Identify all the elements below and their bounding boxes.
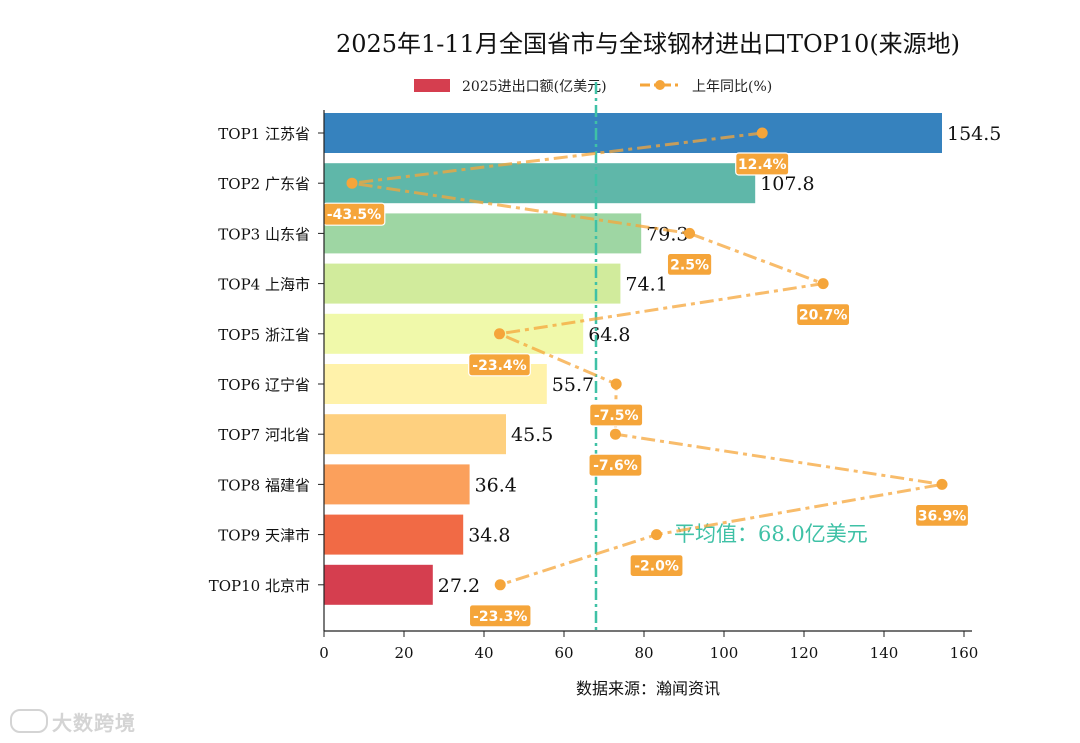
y-tick-label-10: TOP10 北京市	[209, 577, 310, 595]
x-tick-label-8: 140	[870, 644, 899, 662]
yoy-label-box-10	[468, 604, 532, 628]
bar-10	[324, 564, 433, 605]
bar-value-label-7: 45.5	[511, 424, 553, 446]
y-tick-label-5: TOP5 浙江省	[218, 326, 310, 344]
x-tick-label-1: 0	[319, 644, 329, 662]
y-tick-label-7: TOP7 河北省	[218, 426, 310, 444]
yoy-point-10	[494, 579, 506, 591]
yoy-label-7: -7.6%	[593, 458, 638, 474]
x-tick-label-5: 80	[634, 644, 653, 662]
yoy-label-box-6	[589, 403, 644, 427]
yoy-point-3	[684, 227, 696, 239]
yoy-line-group: 12.4% -43.5% 2.5% 20.7% -23.4% -7.5% -7.6% 36.9…	[322, 127, 970, 628]
yoy-label-1: 12.4%	[738, 157, 787, 173]
bar-value-label-5: 64.8	[588, 324, 630, 346]
bar-2	[324, 163, 756, 204]
bar-value-label-10: 27.2	[438, 575, 480, 597]
legend-bar-label: 2025进出口额(亿美元)	[462, 79, 607, 95]
x-tick-label-2: 20	[394, 644, 413, 662]
axes-group: 0 20 40 60 80 100 120 140 160	[319, 110, 978, 662]
y-tick-label-9: TOP9 天津市	[218, 527, 310, 545]
x-tick-label-7: 120	[790, 644, 819, 662]
bar-8	[324, 464, 470, 505]
average-label: 平均值：68.0亿美元	[674, 522, 868, 546]
yoy-label-box-9	[629, 553, 684, 578]
bar-value-label-2: 107.8	[760, 173, 814, 195]
y-tick-label-6: TOP6 辽宁省	[218, 376, 310, 394]
yoy-label-3: 2.5%	[670, 257, 709, 273]
yoy-point-4	[817, 278, 829, 290]
bar-value-label-4: 74.1	[625, 274, 667, 296]
watermark-logo-icon	[10, 709, 48, 733]
yoy-label-10: -23.3%	[473, 609, 527, 625]
bars-group: 154.5 TOP1 江苏省 107.8 TOP2 广东省 79.3 TOP3 山东省 74…	[209, 113, 1001, 605]
bar-9	[324, 514, 464, 555]
x-axis-label: 数据来源：瀚闻资讯	[576, 679, 720, 698]
bar-1	[324, 113, 942, 153]
legend-line-marker	[655, 80, 665, 90]
yoy-label-6: -7.5%	[594, 408, 639, 424]
watermark: 大数跨境	[10, 707, 136, 736]
bar-value-label-6: 55.7	[552, 374, 594, 396]
yoy-point-7	[609, 428, 621, 440]
bar-5	[324, 313, 584, 354]
bar-value-label-8: 36.4	[475, 474, 517, 496]
yoy-point-2	[346, 177, 358, 189]
bar-7	[324, 414, 506, 455]
legend: 2025进出口额(亿美元) 上年同比(%)	[414, 79, 772, 95]
yoy-label-box-5	[468, 353, 531, 377]
yoy-point-5	[494, 328, 505, 340]
yoy-point-8	[936, 478, 948, 490]
yoy-label-4: 20.7%	[799, 308, 848, 324]
legend-bar-swatch	[414, 79, 450, 92]
x-tick-label-4: 60	[554, 644, 573, 662]
yoy-label-box-4	[796, 303, 851, 327]
legend-line-label: 上年同比(%)	[692, 79, 772, 95]
y-tick-label-3: TOP3 山东省	[218, 225, 310, 243]
y-tick-label-4: TOP4 上海市	[218, 276, 310, 294]
chart-title: 2025年1-11月全国省市与全球钢材进出口TOP10(来源地)	[336, 30, 960, 58]
y-tick-label-2: TOP2 广东省	[218, 175, 310, 193]
yoy-label-5: -23.4%	[472, 358, 526, 374]
yoy-point-9	[651, 529, 663, 541]
yoy-label-box-1	[735, 152, 790, 176]
bar-value-label-3: 79.3	[646, 223, 688, 245]
y-tick-label-8: TOP8 福建省	[218, 476, 310, 494]
yoy-label-box-3	[666, 252, 713, 276]
yoy-label-box-7	[588, 453, 643, 477]
y-tick-label-1: TOP1 江苏省	[218, 125, 310, 143]
bar-4	[324, 263, 621, 304]
yoy-point-1	[756, 127, 768, 139]
yoy-line	[351, 131, 943, 587]
yoy-label-9: -2.0%	[634, 559, 679, 575]
watermark-text: 大数跨境	[52, 711, 136, 735]
x-tick-label-9: 160	[950, 644, 979, 662]
yoy-label-8: 36.9%	[918, 508, 967, 524]
bar-value-label-1: 154.5	[947, 123, 1001, 145]
yoy-label-box-8	[914, 503, 970, 527]
x-tick-label-3: 40	[474, 644, 493, 662]
yoy-point-6	[610, 378, 622, 390]
bar-value-label-9: 34.8	[468, 525, 510, 547]
yoy-label-2: -43.5%	[327, 207, 381, 223]
yoy-label-box-2	[322, 202, 386, 226]
x-tick-label-6: 100	[710, 644, 739, 662]
